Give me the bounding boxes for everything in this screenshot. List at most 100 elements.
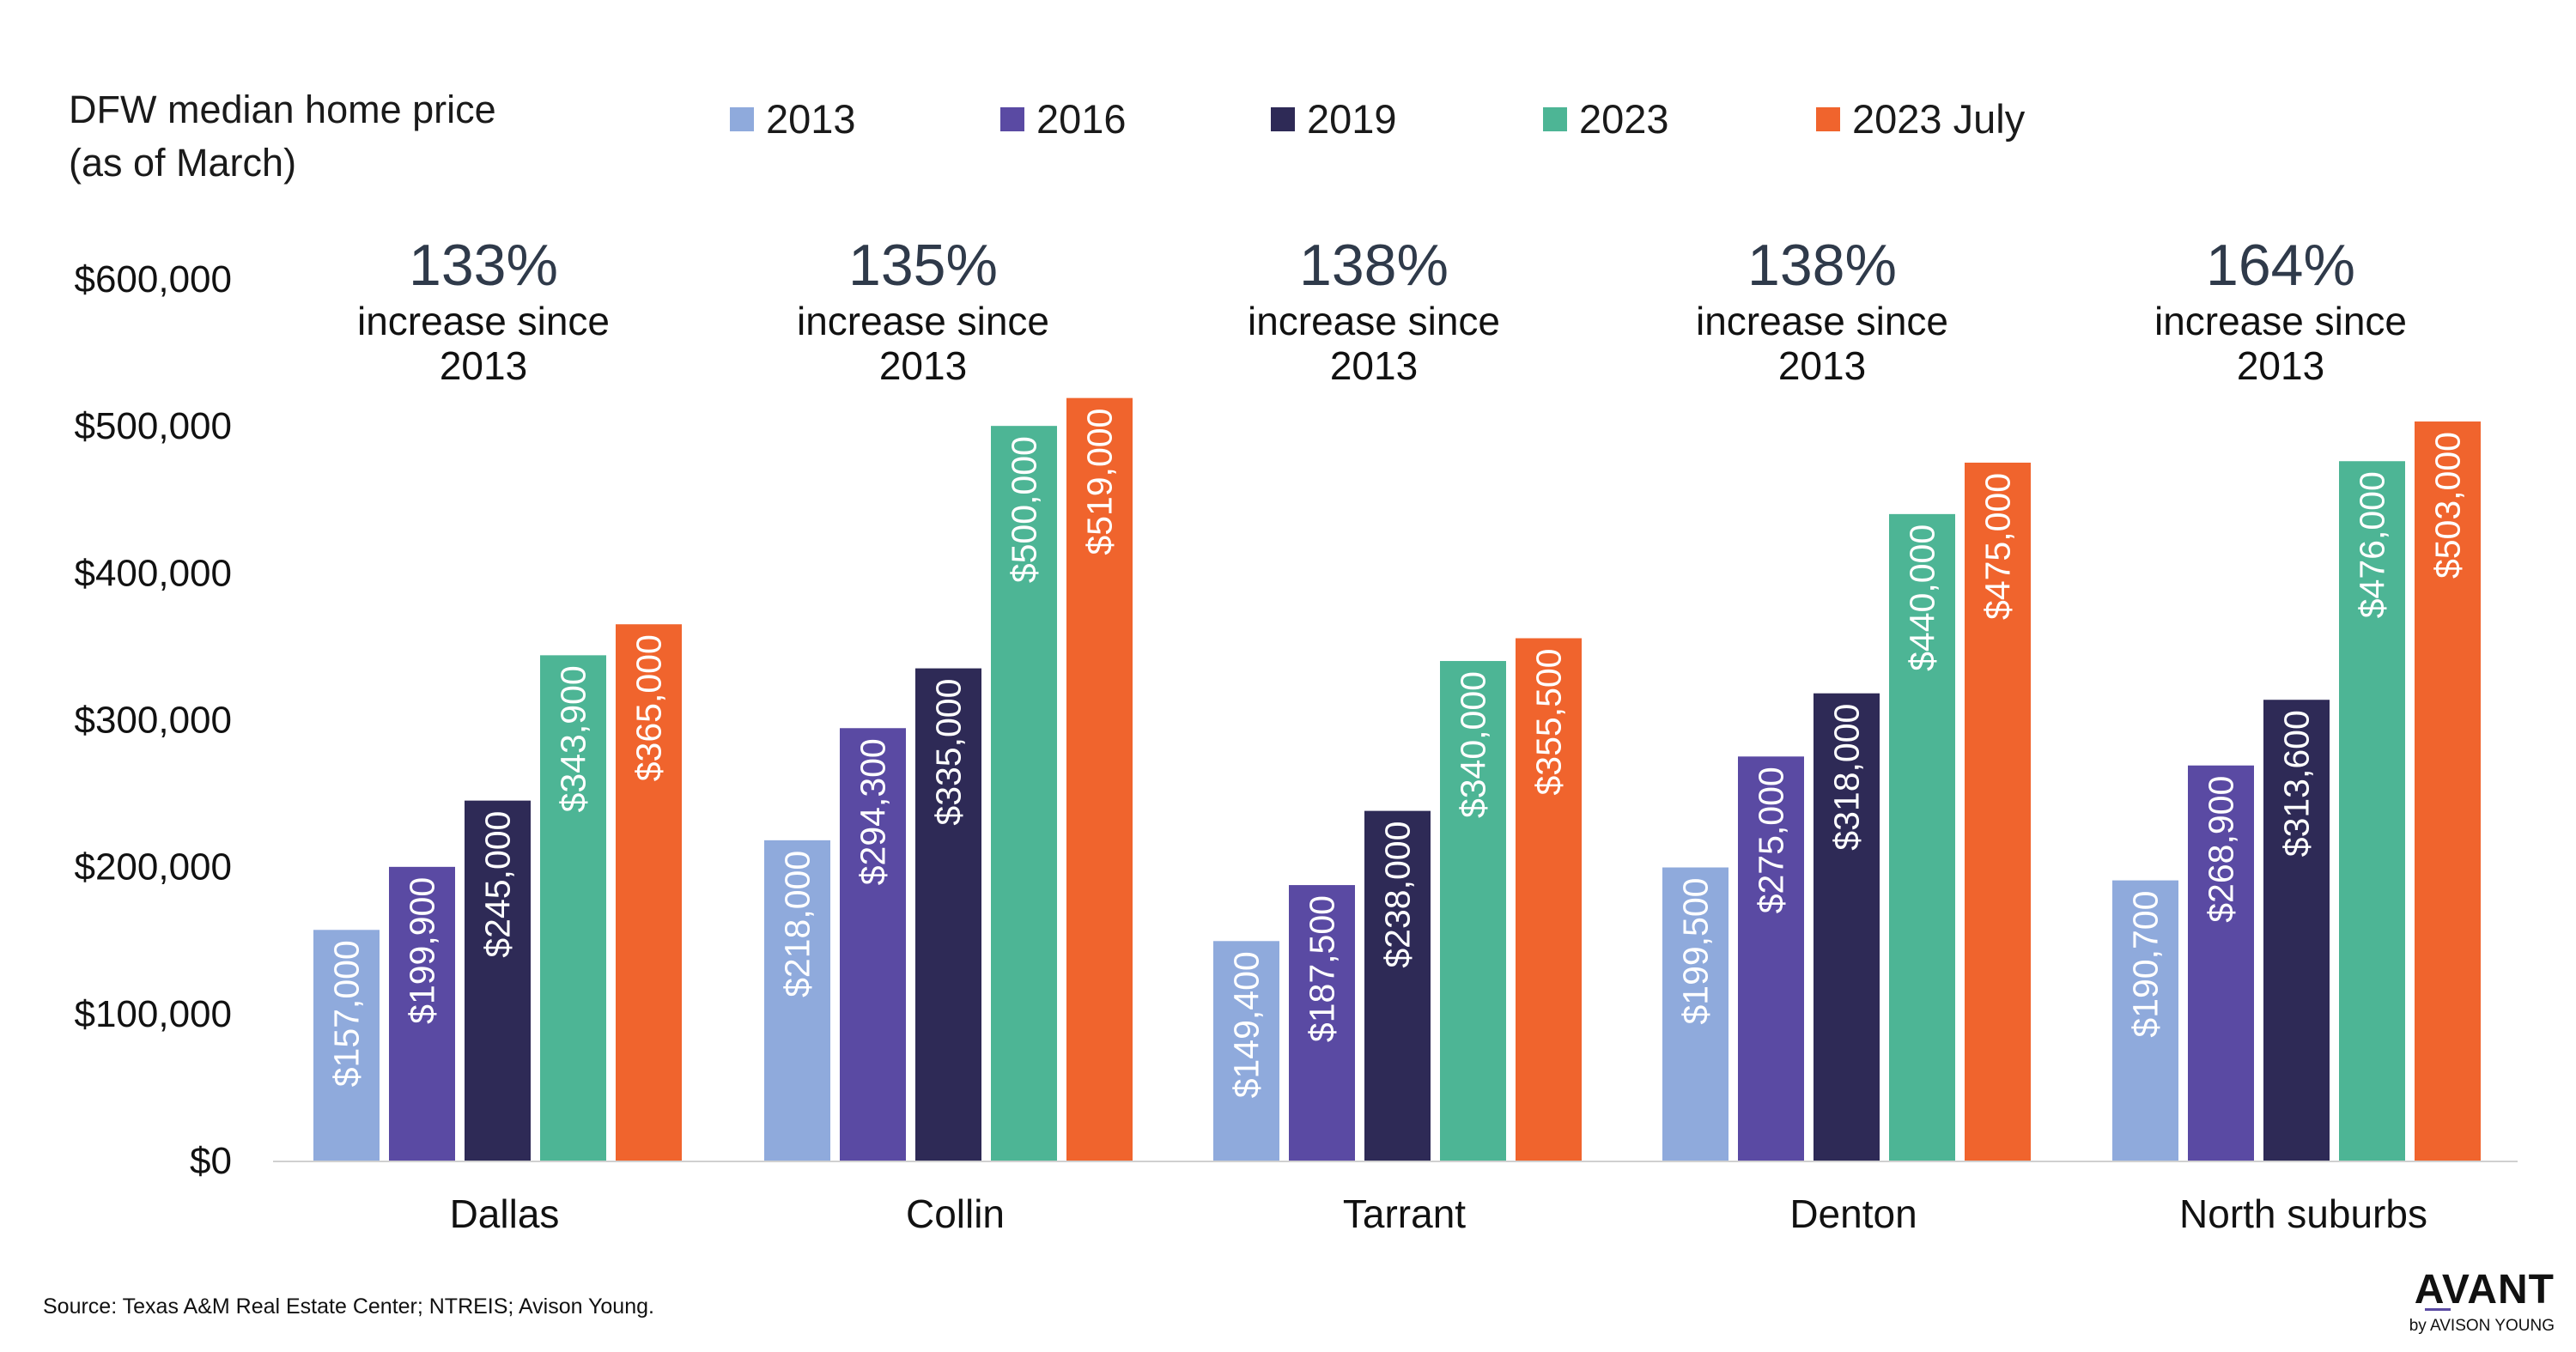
y-tick-label: $400,000 — [74, 552, 232, 594]
bar — [991, 426, 1057, 1161]
bar — [465, 800, 531, 1161]
bar-value-label: $440,000 — [1903, 524, 1942, 671]
bar-group-collin: $218,000 $294,300 $335,000 $500,000 $519,000 — [764, 397, 1133, 1161]
bar-value-label: $190,700 — [2126, 891, 2166, 1038]
annotation-line-2: 2013 — [2237, 343, 2324, 388]
annotation-percent: 133% — [409, 233, 558, 298]
annotation-line-2: 2013 — [1330, 343, 1418, 388]
legend: 2013 2016 2019 2023 2023 July — [730, 96, 2026, 142]
bar-groups: $157,000 $199,900 $245,000 $343,900 $365,000… — [313, 397, 2481, 1161]
chart-title-line-2: (as of March) — [69, 141, 296, 185]
annotation-line-2: 2013 — [1778, 343, 1866, 388]
bar-value-label: $199,900 — [403, 877, 442, 1024]
bar-group-dallas: $157,000 $199,900 $245,000 $343,900 $365,000 — [313, 624, 682, 1161]
y-axis: $0 $100,000 $200,000 $300,000 $400,000 $500,0… — [74, 258, 232, 1182]
legend-swatch — [730, 107, 754, 131]
bar — [2339, 461, 2405, 1161]
legend-label: 2023 July — [1852, 96, 2026, 142]
bar — [1965, 462, 2031, 1161]
bar — [915, 668, 981, 1161]
legend-item-2023-july: 2023 July — [1816, 96, 2026, 142]
bar — [616, 624, 682, 1161]
annotation-line-1: increase since — [357, 299, 610, 343]
bar — [764, 840, 830, 1161]
source-note: Source: Texas A&M Real Estate Center; NT… — [43, 1294, 654, 1319]
avant-logo: AVANT by AVISON YOUNG — [2409, 1267, 2555, 1335]
bar — [1889, 513, 1955, 1161]
legend-item-2016: 2016 — [1000, 96, 1127, 142]
legend-item-2019: 2019 — [1271, 96, 1397, 142]
bar-value-label: $218,000 — [778, 851, 817, 997]
bar-value-label: $187,500 — [1303, 895, 1342, 1042]
bar-value-label: $199,500 — [1676, 878, 1716, 1025]
annotation-line-1: increase since — [2154, 299, 2407, 343]
bar — [1440, 661, 1506, 1161]
bar-value-label: $268,900 — [2202, 776, 2241, 923]
annotation-line-2: 2013 — [440, 343, 527, 388]
bar-value-label: $355,500 — [1529, 649, 1569, 796]
bar — [1213, 941, 1279, 1161]
bar-value-label: $318,000 — [1827, 704, 1867, 851]
x-axis: Dallas Collin Tarrant Denton North suburbs — [273, 1161, 2518, 1236]
bar-value-label: $340,000 — [1454, 671, 1493, 818]
bar-value-label: $519,000 — [1080, 409, 1120, 555]
bar — [2112, 880, 2178, 1161]
bar — [1738, 756, 1804, 1161]
annotation-line-2: 2013 — [879, 343, 967, 388]
annotation-percent: 164% — [2206, 233, 2355, 298]
bar-value-label: $294,300 — [854, 738, 893, 885]
logo-accent-bar — [2425, 1308, 2451, 1311]
category-label: North suburbs — [2179, 1191, 2427, 1236]
y-tick-label: $600,000 — [74, 258, 232, 300]
category-label: Dallas — [450, 1191, 560, 1236]
bar — [1814, 693, 1880, 1161]
bar — [2415, 421, 2481, 1161]
legend-label: 2016 — [1036, 96, 1127, 142]
category-label: Denton — [1789, 1191, 1917, 1236]
legend-label: 2023 — [1579, 96, 1669, 142]
bar — [2188, 765, 2254, 1161]
legend-item-2013: 2013 — [730, 96, 856, 142]
bar — [1662, 867, 1728, 1161]
bar — [389, 866, 455, 1161]
annotation-line-1: increase since — [797, 299, 1049, 343]
bar — [313, 930, 380, 1161]
y-tick-label: $0 — [190, 1140, 232, 1182]
annotation-percent: 138% — [1299, 233, 1449, 298]
bar-value-label: $476,000 — [2353, 471, 2392, 618]
bar — [540, 655, 606, 1161]
bar-value-label: $500,000 — [1005, 436, 1044, 583]
bar-value-label: $475,000 — [1978, 473, 2018, 620]
bar-value-label: $335,000 — [929, 679, 969, 826]
logo-tagline: by AVISON YOUNG — [2409, 1317, 2555, 1335]
bar-group-denton: $199,500 $275,000 $318,000 $440,000 $475,000 — [1662, 462, 2031, 1161]
legend-swatch — [1271, 107, 1295, 131]
legend-label: 2013 — [766, 96, 856, 142]
bar-group-tarrant: $149,400 $187,500 $238,000 $340,000 $355,500 — [1213, 638, 1582, 1161]
bar-value-label: $157,000 — [327, 940, 367, 1087]
bar-value-label: $313,600 — [2277, 710, 2317, 857]
y-tick-label: $300,000 — [74, 700, 232, 742]
legend-item-2023: 2023 — [1543, 96, 1669, 142]
y-tick-label: $500,000 — [74, 405, 232, 447]
bar-value-label: $275,000 — [1752, 767, 1791, 913]
bar — [1066, 397, 1133, 1161]
bar-value-label: $149,400 — [1227, 951, 1267, 1098]
chart-title-line-1: DFW median home price — [69, 88, 496, 131]
category-label: Collin — [906, 1191, 1005, 1236]
bar — [1289, 885, 1355, 1161]
annotation-percent: 138% — [1747, 233, 1897, 298]
annotation-line-1: increase since — [1248, 299, 1500, 343]
bar-value-label: $343,900 — [554, 665, 593, 812]
category-label: Tarrant — [1343, 1191, 1466, 1236]
bar — [840, 728, 906, 1161]
annotation-line-1: increase since — [1696, 299, 1948, 343]
y-tick-label: $200,000 — [74, 846, 232, 888]
bar-value-label: $365,000 — [629, 634, 669, 781]
y-tick-label: $100,000 — [74, 993, 232, 1035]
